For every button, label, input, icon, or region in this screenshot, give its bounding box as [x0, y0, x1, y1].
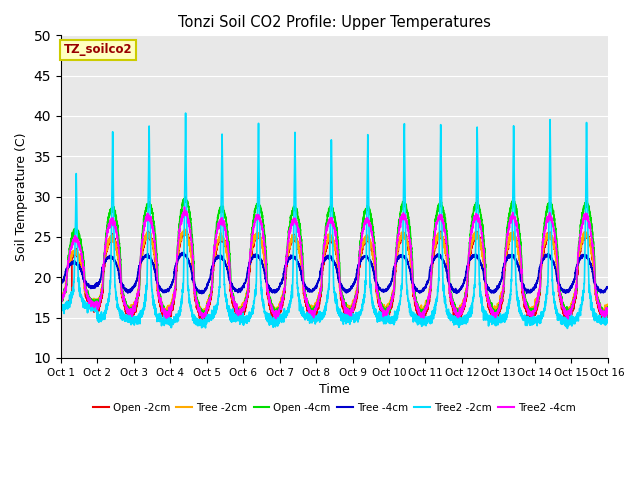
Open -2cm — [488, 313, 496, 319]
Open -4cm — [314, 297, 322, 302]
Open -4cm — [457, 305, 465, 311]
Line: Open -2cm: Open -2cm — [61, 229, 608, 324]
Tree -4cm — [427, 265, 435, 271]
Text: TZ_soilco2: TZ_soilco2 — [63, 43, 132, 56]
Open -2cm — [457, 313, 465, 319]
Tree2 -2cm — [427, 318, 435, 324]
Line: Open -4cm: Open -4cm — [61, 196, 608, 318]
Tree -4cm — [488, 288, 496, 294]
Open -4cm — [604, 304, 612, 310]
Open -2cm — [604, 310, 612, 316]
Tree -2cm — [57, 298, 65, 303]
Tree2 -2cm — [457, 319, 465, 324]
Open -4cm — [200, 315, 208, 321]
Tree2 -4cm — [457, 307, 465, 312]
Open -4cm — [427, 284, 435, 289]
Tree2 -4cm — [156, 294, 163, 300]
Tree2 -2cm — [182, 110, 189, 116]
Open -2cm — [156, 300, 163, 305]
Line: Tree2 -4cm: Tree2 -4cm — [61, 207, 608, 319]
Tree -4cm — [314, 279, 322, 285]
Open -2cm — [604, 314, 611, 320]
Tree2 -4cm — [180, 204, 188, 210]
Tree2 -2cm — [156, 318, 163, 324]
Tree2 -4cm — [427, 283, 435, 289]
Tree -4cm — [57, 279, 65, 285]
Open -2cm — [182, 227, 189, 232]
Tree2 -2cm — [604, 320, 611, 325]
Open -4cm — [181, 193, 189, 199]
Tree2 -4cm — [604, 307, 612, 313]
Open -2cm — [200, 321, 207, 326]
Tree -4cm — [179, 250, 186, 255]
Tree -4cm — [604, 285, 611, 291]
Legend: Open -2cm, Tree -2cm, Open -4cm, Tree -4cm, Tree2 -2cm, Tree2 -4cm: Open -2cm, Tree -2cm, Open -4cm, Tree -4… — [89, 399, 580, 417]
Open -2cm — [57, 307, 65, 312]
Line: Tree2 -2cm: Tree2 -2cm — [61, 113, 608, 328]
Tree2 -4cm — [564, 316, 572, 322]
Tree -2cm — [314, 295, 322, 301]
Open -2cm — [314, 303, 322, 309]
Line: Tree -4cm: Tree -4cm — [61, 252, 608, 294]
Tree2 -4cm — [57, 300, 65, 306]
Tree -2cm — [457, 304, 465, 310]
Tree -2cm — [604, 303, 612, 309]
Tree -4cm — [198, 291, 205, 297]
Tree2 -2cm — [57, 302, 65, 308]
Open -2cm — [427, 288, 435, 294]
Tree -2cm — [200, 312, 207, 318]
Tree -2cm — [427, 276, 435, 282]
Tree2 -2cm — [604, 319, 612, 325]
Tree -2cm — [604, 307, 611, 312]
Tree -4cm — [604, 284, 612, 290]
Tree2 -2cm — [564, 325, 572, 331]
Y-axis label: Soil Temperature (C): Soil Temperature (C) — [15, 132, 28, 261]
Tree -4cm — [156, 284, 163, 289]
Tree2 -2cm — [314, 315, 322, 321]
Open -4cm — [156, 289, 163, 295]
Open -4cm — [604, 310, 611, 316]
Line: Tree -2cm: Tree -2cm — [61, 229, 608, 315]
Tree -2cm — [488, 304, 496, 310]
Open -4cm — [57, 302, 65, 308]
X-axis label: Time: Time — [319, 383, 349, 396]
Tree -2cm — [181, 227, 189, 232]
Tree -2cm — [156, 292, 163, 298]
Tree2 -4cm — [488, 309, 496, 314]
Open -4cm — [488, 306, 496, 312]
Tree2 -2cm — [488, 322, 496, 327]
Tree -4cm — [457, 285, 465, 290]
Tree2 -4cm — [604, 306, 611, 312]
Tree2 -4cm — [314, 301, 322, 307]
Title: Tonzi Soil CO2 Profile: Upper Temperatures: Tonzi Soil CO2 Profile: Upper Temperatur… — [178, 15, 491, 30]
